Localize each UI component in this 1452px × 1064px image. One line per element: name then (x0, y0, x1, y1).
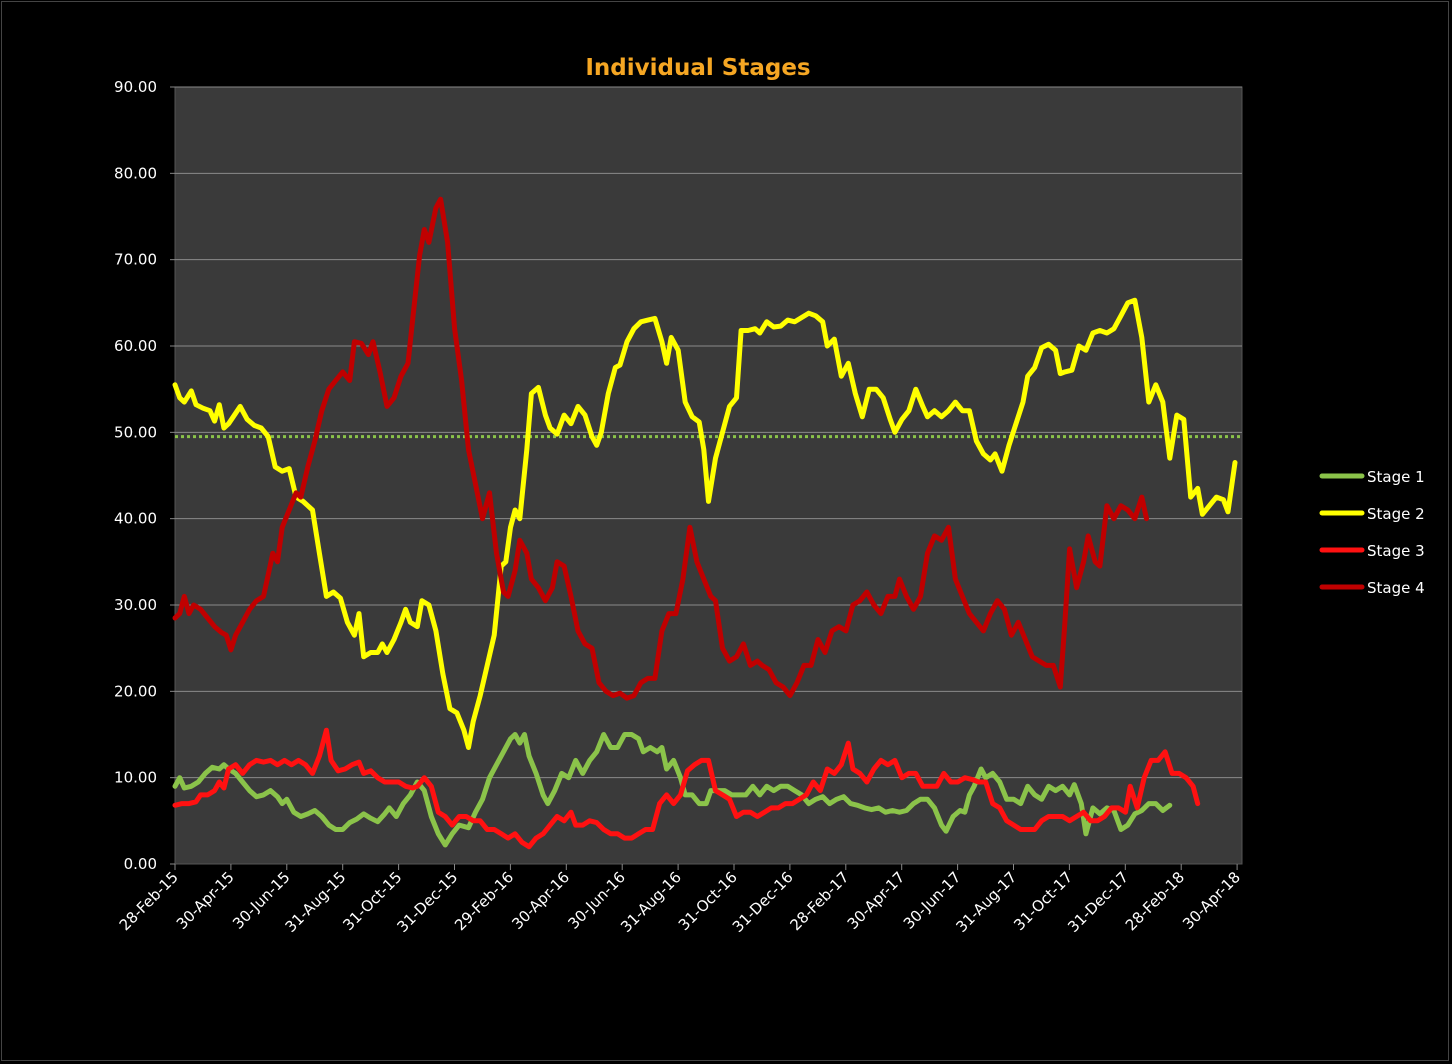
legend-label: Stage 3 (1367, 542, 1425, 560)
plot-area: 0.00 10.00 20.00 30.00 40.00 50.00 60.00 70.00 8… (114, 78, 1244, 936)
series-line-stage-4 (172, 196, 1149, 701)
x-tick-label: 29-Feb-16 (451, 868, 517, 934)
x-tick-label: 30-Apr-18 (1179, 868, 1244, 933)
y-tick-label: 20.00 (114, 682, 157, 700)
x-tick-label: 31-Aug-17 (952, 868, 1020, 936)
legend: Stage 1 Stage 2 Stage 3 Stage 4 (1319, 468, 1425, 597)
series-line-stage-3 (172, 727, 1201, 850)
y-tick-label: 40.00 (114, 510, 157, 528)
x-tick-label: 31-Dec-15 (393, 868, 461, 936)
y-tick-label: 70.00 (114, 251, 157, 269)
y-tick-label: 10.00 (114, 769, 157, 787)
x-tick-label: 30-Apr-15 (173, 868, 238, 933)
y-tick-label: 60.00 (114, 337, 157, 355)
legend-label: Stage 1 (1367, 468, 1425, 486)
y-tick-label: 50.00 (114, 423, 157, 441)
x-tick-label: 28-Feb-18 (1122, 868, 1188, 934)
x-tick-label: 31-Aug-16 (617, 868, 685, 936)
y-tick-label: 30.00 (114, 596, 157, 614)
y-tick-label: 0.00 (124, 855, 157, 873)
x-tick-label: 28-Feb-17 (786, 868, 852, 934)
legend-label: Stage 2 (1367, 505, 1425, 523)
x-tick-label: 30-Apr-16 (508, 868, 573, 933)
x-tick-label: 31-Aug-15 (282, 868, 350, 936)
x-tick-label: 31-Dec-16 (729, 868, 797, 936)
chart-title: Individual Stages (585, 55, 810, 81)
y-tick-label: 80.00 (114, 164, 157, 182)
legend-label: Stage 4 (1367, 579, 1425, 597)
series-line-stage-2 (172, 297, 1238, 750)
series-line-stage-1 (172, 732, 1173, 848)
x-tick-label: 28-Feb-15 (116, 868, 182, 934)
x-tick-label: 30-Apr-17 (844, 868, 909, 933)
x-tick-label: 31-Dec-17 (1064, 868, 1132, 936)
y-tick-label: 90.00 (114, 78, 157, 96)
